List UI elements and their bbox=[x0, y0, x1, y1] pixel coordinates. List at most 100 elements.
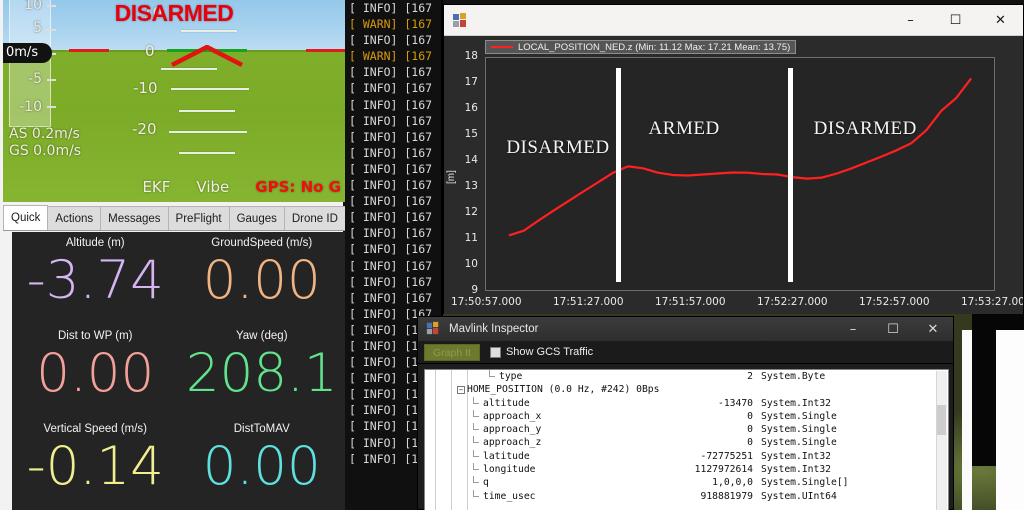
hud-artificial-horizon[interactable]: 10 0 -10 -20 10 5 0 -5 -10 bbox=[3, 0, 345, 202]
close-button[interactable]: ✕ bbox=[995, 12, 1006, 28]
show-gcs-traffic-checkbox[interactable]: Show GCS Traffic bbox=[489, 346, 593, 358]
tab-messages[interactable]: Messages bbox=[100, 206, 169, 230]
tree-field-row[interactable]: altitude -13470 System.Int32 bbox=[425, 396, 948, 410]
ekf-status[interactable]: EKF bbox=[142, 178, 171, 196]
airspeed-label: AS 0.2m/s bbox=[9, 126, 80, 142]
quick-cell-groundspeed[interactable]: GroundSpeed (m/s) 0.00 bbox=[179, 232, 346, 325]
x-tick-label: 17:50:57.000 bbox=[451, 296, 522, 308]
tab-drone-id[interactable]: Drone ID bbox=[283, 206, 346, 230]
tree-field-name: q bbox=[483, 477, 489, 489]
log-line: [ INFO] [167 bbox=[349, 435, 433, 450]
tree-field-row[interactable]: longitude 1127972614 System.Int32 bbox=[425, 463, 948, 476]
y-tick-label: 17 bbox=[464, 76, 478, 88]
quick-label: Vertical Speed (m/s) bbox=[43, 423, 148, 435]
checkbox-icon[interactable] bbox=[489, 346, 501, 358]
tree-field-row[interactable]: approach_x 0 System.Single bbox=[425, 409, 948, 423]
tab-quick[interactable]: Quick bbox=[3, 205, 49, 230]
tree-field-row[interactable]: latitude -72775251 System.Int32 bbox=[425, 449, 948, 463]
tree-scrollbar[interactable] bbox=[936, 371, 947, 510]
tab-preflight[interactable]: PreFlight bbox=[167, 206, 230, 230]
log-line: [ INFO] [167 bbox=[349, 290, 433, 305]
quick-cell-vertical-speed[interactable]: Vertical Speed (m/s) -0.14 bbox=[12, 418, 179, 510]
quick-cell-dist-to-mav[interactable]: DistToMAV 0.00 bbox=[179, 418, 346, 510]
tree-field-type: System.Int32 bbox=[761, 464, 831, 476]
tab-gauges[interactable]: Gauges bbox=[228, 206, 285, 230]
hud-tab-strip: Quick Actions Messages PreFlight Gauges … bbox=[3, 205, 474, 231]
quick-cell-altitude[interactable]: Altitude (m) -3.74 bbox=[12, 232, 179, 325]
tree-field-name: longitude bbox=[483, 464, 536, 476]
tree-elbow bbox=[473, 436, 479, 444]
quick-cell-yaw[interactable]: Yaw (deg) 208.1 bbox=[179, 325, 346, 418]
tree-field-value: 0 bbox=[747, 437, 753, 449]
y-tick-label: 13 bbox=[464, 180, 478, 192]
log-line: [ INFO] [167 bbox=[349, 194, 433, 209]
hud-status-bar: EKF Vibe GPS: No G bbox=[3, 178, 345, 196]
log-line: [ INFO] [167 bbox=[349, 371, 433, 386]
inspector-close-button[interactable]: ✕ bbox=[927, 321, 939, 337]
arm-state-annotation: ARMED bbox=[648, 118, 720, 140]
tree-field-value: 2 bbox=[747, 371, 753, 382]
log-line: [ INFO] [167 bbox=[349, 178, 433, 193]
quick-cell-dist-to-wp[interactable]: Dist to WP (m) 0.00 bbox=[12, 325, 179, 418]
hud-speed-tape: 10 5 0 -5 -10 bbox=[9, 0, 56, 127]
inspector-maximize-button[interactable]: ☐ bbox=[887, 321, 899, 337]
chart-legend[interactable]: LOCAL_POSITION_NED.z (Min: 11.12 Max: 17… bbox=[485, 40, 797, 54]
inspector-minimize-button[interactable]: – bbox=[849, 321, 857, 337]
speed-tick bbox=[47, 29, 56, 31]
log-line: [ INFO] [167 bbox=[349, 1, 433, 15]
tree-field-type: System.Int32 bbox=[761, 450, 831, 462]
legend-color-swatch bbox=[491, 46, 513, 48]
log-line: [ INFO] [167 bbox=[349, 451, 433, 464]
maximize-button[interactable]: ☐ bbox=[949, 12, 962, 28]
log-line: [ INFO] [167 bbox=[349, 33, 433, 48]
tree-field-name: approach_z bbox=[483, 437, 542, 449]
chart-plot-area[interactable]: LOCAL_POSITION_NED.z (Min: 11.12 Max: 17… bbox=[444, 36, 1023, 314]
mavlink-message-tree[interactable]: type 2 System.Byte − HOME_POSITION (0.0 Hz, … bbox=[424, 369, 949, 510]
tree-elbow bbox=[473, 463, 479, 471]
quick-label: Altitude (m) bbox=[65, 237, 125, 249]
tab-actions[interactable]: Actions bbox=[47, 206, 102, 230]
log-line: [ INFO] [167 bbox=[349, 65, 433, 80]
tree-field-row[interactable]: approach_y 0 System.Single bbox=[425, 423, 948, 436]
graph-window-titlebar[interactable]: – ☐ ✕ bbox=[444, 5, 1023, 36]
speed-tick bbox=[47, 79, 56, 81]
graph-it-button[interactable]: Graph It bbox=[424, 343, 480, 361]
tree-field-name: altitude bbox=[483, 397, 530, 409]
tree-field-name: HOME_POSITION (0.0 Hz, #242) 0Bps bbox=[467, 384, 660, 396]
tree-field-row[interactable]: approach_z 0 System.Single bbox=[425, 436, 948, 449]
vibe-status[interactable]: Vibe bbox=[196, 178, 230, 196]
pitch-label: 0 bbox=[145, 42, 155, 60]
log-line: [ INFO] [167 bbox=[349, 355, 433, 370]
hud-sky bbox=[3, 0, 345, 50]
quick-value: 0.00 bbox=[202, 250, 321, 311]
tree-field-value: 0 bbox=[747, 410, 753, 422]
quick-label: GroundSpeed (m/s) bbox=[211, 237, 313, 249]
hud-horizon-marker-left bbox=[69, 49, 109, 52]
speed-tick-label: -10 bbox=[19, 99, 42, 115]
log-line: [ INFO] [167 bbox=[349, 387, 433, 402]
pitch-rung bbox=[169, 131, 247, 133]
ros-log-terminal[interactable]: [ INFO] [167[ WARN] [167[ INFO] [167[ WA… bbox=[345, 0, 443, 464]
tree-elbow bbox=[473, 423, 479, 431]
pitch-label: 10 bbox=[143, 4, 163, 22]
hud-horizon-marker-right bbox=[306, 49, 345, 52]
tree-group-row[interactable]: − HOME_POSITION (0.0 Hz, #242) 0Bps bbox=[425, 383, 948, 396]
inspector-titlebar[interactable]: Mavlink Inspector – ☐ ✕ bbox=[418, 317, 953, 341]
tree-guide bbox=[435, 370, 436, 510]
x-tick-label: 17:52:57.000 bbox=[859, 296, 930, 308]
chart-canvas[interactable]: DISARMED ARMED DISARMED bbox=[485, 57, 995, 291]
tree-collapse-icon[interactable]: − bbox=[457, 385, 465, 394]
quick-data-panel: Altitude (m) -3.74 GroundSpeed (m/s) 0.0… bbox=[12, 232, 345, 510]
app-icon bbox=[452, 12, 468, 28]
tree-field-row[interactable]: time_usec 918881979 System.UInt64 bbox=[425, 489, 948, 503]
tree-field-row[interactable]: q 1,0,0,0 System.Single[] bbox=[425, 476, 948, 489]
log-line: [ INFO] [167 bbox=[349, 274, 433, 289]
tree-scrollbar-thumb[interactable] bbox=[937, 405, 946, 435]
y-tick-label: 16 bbox=[464, 102, 478, 114]
y-tick-label: 18 bbox=[464, 50, 478, 62]
speed-tick-label: 10 bbox=[24, 0, 42, 13]
arm-event-line bbox=[615, 68, 621, 282]
minimize-button[interactable]: – bbox=[907, 12, 914, 28]
tree-field-row[interactable]: type 2 System.Byte bbox=[425, 370, 948, 383]
mavlink-inspector-window: Mavlink Inspector – ☐ ✕ Graph It Show GC… bbox=[417, 316, 954, 510]
